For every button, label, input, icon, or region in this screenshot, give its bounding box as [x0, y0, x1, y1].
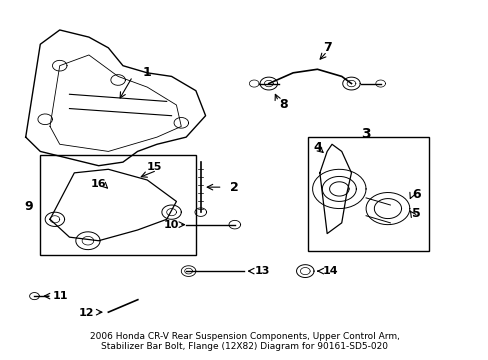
Text: 14: 14: [322, 266, 337, 276]
Text: 5: 5: [411, 207, 420, 220]
Text: 1: 1: [142, 66, 151, 79]
Text: 2: 2: [229, 181, 238, 194]
Text: 9: 9: [24, 200, 33, 213]
Text: 4: 4: [312, 141, 321, 154]
Text: 11: 11: [52, 291, 68, 301]
Text: 10: 10: [163, 220, 179, 230]
Text: 3: 3: [361, 127, 370, 140]
Text: 8: 8: [279, 99, 287, 112]
Text: 6: 6: [411, 188, 420, 201]
Bar: [307, 137, 428, 251]
Text: 2006 Honda CR-V Rear Suspension Components, Upper Control Arm,
Stabilizer Bar Bo: 2006 Honda CR-V Rear Suspension Componen…: [89, 332, 399, 351]
Text: 12: 12: [78, 308, 94, 318]
Bar: [40, 155, 196, 255]
Text: 15: 15: [146, 162, 162, 172]
Text: 13: 13: [254, 266, 269, 276]
Text: 16: 16: [90, 179, 106, 189]
Text: 7: 7: [322, 41, 331, 54]
